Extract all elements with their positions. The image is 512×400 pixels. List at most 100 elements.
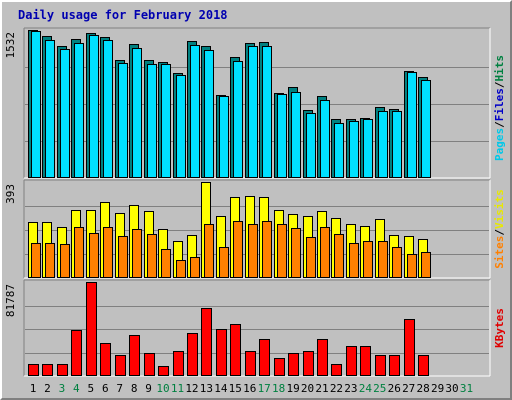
- max-value-label-bottom: 81787: [4, 284, 17, 317]
- day-label: 23: [344, 382, 357, 395]
- bar-files-day-20: [306, 113, 316, 178]
- bar-sites-day-7: [118, 236, 128, 278]
- bar-files-day-17: [262, 46, 272, 178]
- side-legend-segment: Visits: [493, 189, 506, 229]
- bar-kbytes-day-20: [303, 351, 314, 376]
- bar-kbytes-day-3: [57, 364, 68, 376]
- day-label: 7: [116, 382, 123, 395]
- bar-kbytes-day-14: [216, 329, 227, 376]
- bar-sites-day-19: [291, 228, 301, 278]
- bar-kbytes-day-6: [100, 343, 111, 376]
- day-label: 13: [200, 382, 213, 395]
- day-label: 2: [44, 382, 51, 395]
- bar-files-day-3: [60, 49, 70, 178]
- bar-kbytes-day-8: [129, 335, 140, 376]
- day-label: 21: [315, 382, 328, 395]
- bar-kbytes-day-18: [274, 358, 285, 376]
- bar-sites-day-14: [219, 247, 229, 278]
- bar-files-day-5: [89, 35, 99, 178]
- bar-sites-day-1: [31, 243, 41, 278]
- bar-files-day-22: [334, 123, 344, 178]
- day-label: 14: [214, 382, 228, 395]
- bar-kbytes-day-27: [404, 319, 415, 376]
- bar-sites-day-20: [306, 237, 316, 278]
- side-legend-bottom: KBytes: [493, 308, 506, 348]
- day-label: 18: [272, 382, 285, 395]
- chart-title: Daily usage for February 2018: [18, 8, 228, 22]
- bar-files-day-6: [103, 40, 113, 178]
- bar-kbytes-day-11: [173, 351, 184, 376]
- bar-sites-day-23: [349, 243, 359, 278]
- bar-kbytes-day-12: [187, 333, 198, 376]
- bar-kbytes-day-5: [86, 282, 97, 376]
- bar-kbytes-day-25: [375, 355, 386, 376]
- bar-kbytes-day-2: [42, 364, 53, 376]
- side-legend-segment: Files: [493, 88, 506, 121]
- bar-kbytes-day-26: [389, 355, 400, 376]
- bar-files-day-10: [161, 64, 171, 178]
- bar-kbytes-day-1: [28, 364, 39, 376]
- bar-sites-day-12: [190, 257, 200, 278]
- bar-sites-day-25: [378, 241, 388, 278]
- day-label: 19: [286, 382, 299, 395]
- bar-kbytes-day-15: [230, 324, 241, 376]
- bar-files-day-27: [407, 72, 417, 178]
- side-legend-mid: Sites/Visits: [493, 189, 506, 269]
- max-value-label-mid: 393: [4, 184, 17, 204]
- day-label: 12: [185, 382, 198, 395]
- bar-files-day-4: [74, 43, 84, 178]
- bar-sites-day-5: [89, 233, 99, 278]
- bar-sites-day-24: [363, 241, 373, 278]
- bar-files-day-11: [176, 75, 186, 178]
- day-label: 16: [243, 382, 256, 395]
- side-legend-top: Pages/Files/Hits: [493, 55, 506, 161]
- bar-sites-day-9: [147, 234, 157, 278]
- day-label: 31: [460, 382, 473, 395]
- bar-kbytes-day-21: [317, 339, 328, 376]
- bar-files-day-16: [248, 46, 258, 178]
- bar-files-day-15: [233, 61, 243, 178]
- bar-files-day-23: [349, 121, 359, 178]
- bar-kbytes-day-13: [201, 308, 212, 376]
- day-label: 6: [102, 382, 109, 395]
- bar-sites-day-26: [392, 247, 402, 278]
- max-value-label-top: 1532: [4, 32, 17, 59]
- bar-kbytes-day-23: [346, 346, 357, 376]
- bar-files-day-1: [31, 31, 41, 178]
- day-label: 9: [145, 382, 152, 395]
- bar-kbytes-day-4: [71, 330, 82, 376]
- day-label: 5: [87, 382, 94, 395]
- bar-sites-day-27: [407, 254, 417, 278]
- side-legend-segment: KBytes: [493, 308, 506, 348]
- side-legend-segment: Pages: [493, 128, 506, 161]
- day-label: 1: [30, 382, 37, 395]
- bar-files-day-28: [421, 80, 431, 178]
- bar-sites-day-3: [60, 244, 70, 278]
- day-label: 4: [73, 382, 80, 395]
- day-label: 27: [402, 382, 415, 395]
- day-label: 26: [388, 382, 401, 395]
- side-legend-segment: Sites: [493, 236, 506, 269]
- bar-sites-day-15: [233, 221, 243, 278]
- bar-files-day-14: [219, 96, 229, 178]
- bar-sites-day-16: [248, 224, 258, 278]
- bar-files-day-25: [378, 111, 388, 178]
- bar-files-day-8: [132, 48, 142, 178]
- bar-files-day-18: [277, 94, 287, 178]
- bar-files-day-12: [190, 45, 200, 178]
- bar-sites-day-28: [421, 252, 431, 278]
- day-label: 8: [131, 382, 138, 395]
- bar-sites-day-10: [161, 249, 171, 278]
- bar-kbytes-day-10: [158, 366, 169, 376]
- bar-kbytes-day-22: [331, 364, 342, 376]
- side-legend-segment: Hits: [493, 55, 506, 82]
- day-label: 25: [373, 382, 386, 395]
- bar-files-day-13: [204, 50, 214, 178]
- bar-kbytes-day-16: [245, 351, 256, 376]
- day-label: 3: [59, 382, 66, 395]
- bar-kbytes-day-19: [288, 353, 299, 376]
- day-label: 30: [445, 382, 458, 395]
- bar-files-day-9: [147, 64, 157, 178]
- bar-files-day-19: [291, 92, 301, 178]
